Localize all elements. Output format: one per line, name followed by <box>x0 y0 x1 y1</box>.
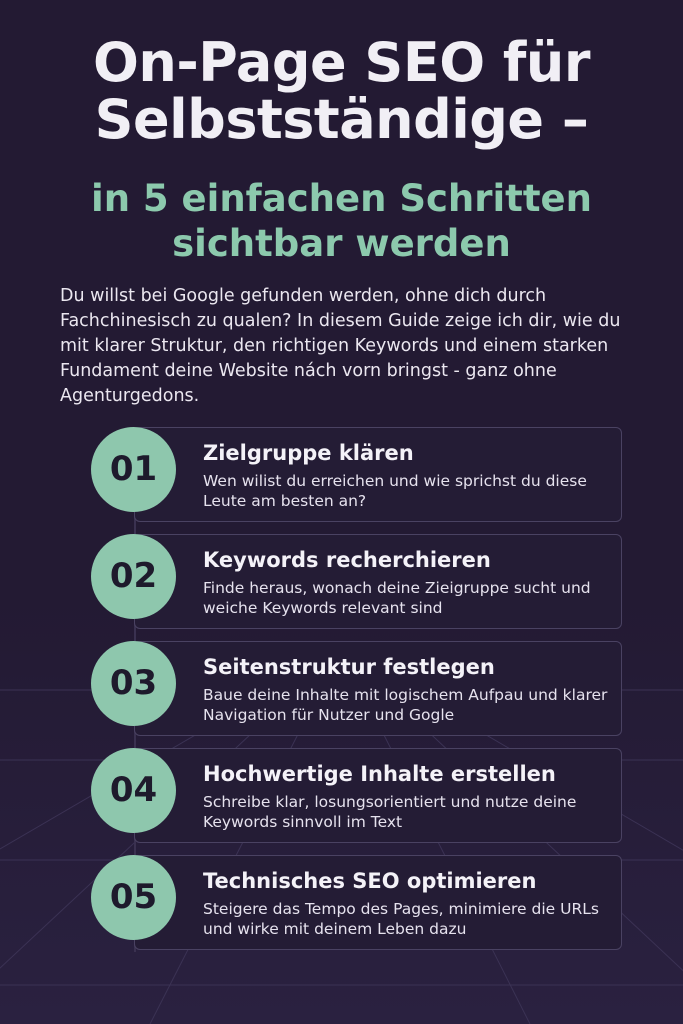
intro-text: Du willst bei Google gefunden werden, oh… <box>60 286 621 406</box>
step-title: Zielgruppe klären <box>203 441 414 465</box>
step-card-1: Zielgruppe klären Wen wilist du erreiche… <box>134 427 622 522</box>
step-number-badge: 01 <box>91 427 176 512</box>
step-description: Steigere das Tempo des Pages, minimiere … <box>203 900 599 938</box>
step-description: Schreibe klar, losungsorientiert und nut… <box>203 793 577 831</box>
step-title: Technisches SEO optimieren <box>203 869 537 893</box>
step-card-5: Technisches SEO optimieren Steigere das … <box>134 855 622 950</box>
step-number-badge: 05 <box>91 855 176 940</box>
step-title: Seitenstruktur festlegen <box>203 655 495 679</box>
step-card-2: Keywords recherchieren Finde heraus, won… <box>134 534 622 629</box>
step-number-badge: 04 <box>91 748 176 833</box>
step-card-3: Seitenstruktur festlegen Baue deine Inha… <box>134 641 622 736</box>
step-description: Wen wilist du erreichen und wie sprichst… <box>203 472 587 510</box>
page-subtitle: in 5 einfachen Schritten sichtbar werden <box>91 177 592 265</box>
step-number-badge: 03 <box>91 641 176 726</box>
step-number-badge: 02 <box>91 534 176 619</box>
step-title: Hochwertige Inhalte erstellen <box>203 762 556 786</box>
step-card-4: Hochwertige Inhalte erstellen Schreibe k… <box>134 748 622 843</box>
step-description: Baue deine Inhalte mit logischem Aufpau … <box>203 686 608 724</box>
page-title: On-Page SEO für Selbstständige – <box>93 31 590 151</box>
step-description: Finde heraus, wonach deine Zieigruppe su… <box>203 579 591 617</box>
step-title: Keywords recherchieren <box>203 548 491 572</box>
